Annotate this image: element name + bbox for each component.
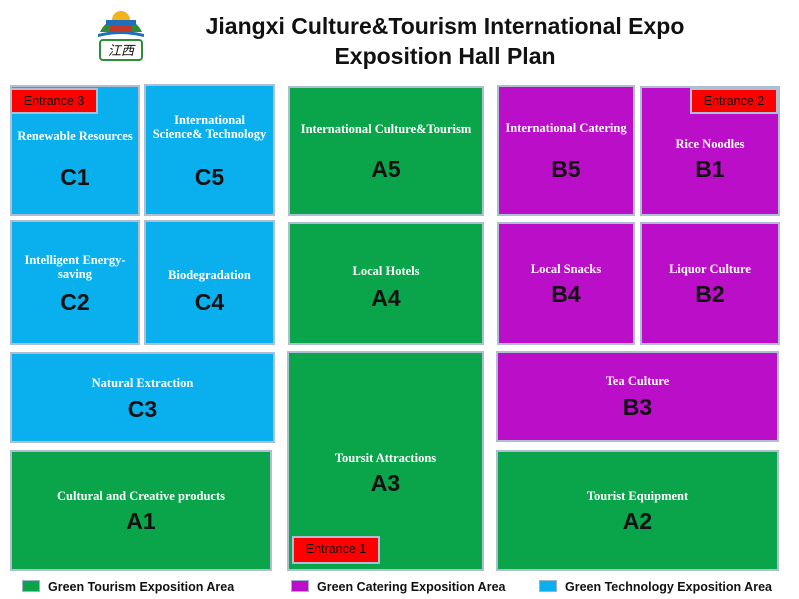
entrance-2[interactable]: Entrance 2 — [690, 88, 778, 114]
zone-code: B3 — [622, 394, 653, 420]
zone-a1[interactable]: Cultural and Creative products A1 — [10, 450, 272, 571]
zone-code: C4 — [194, 289, 225, 315]
zone-code: C1 — [60, 164, 90, 190]
zone-name: Local Snacks — [530, 262, 602, 276]
zone-name: Tourist Equipment — [586, 489, 689, 503]
zone-c5[interactable]: International Science& Technology C5 — [144, 84, 275, 216]
zone-c3[interactable]: Natural Extraction C3 — [10, 352, 275, 443]
zone-code: C3 — [127, 396, 158, 422]
zone-a3[interactable]: Toursit Attractions A3 — [287, 351, 484, 571]
zone-name: International Science& Technology — [152, 113, 267, 141]
zone-b2[interactable]: Liquor Culture B2 — [640, 222, 780, 345]
zone-code: C2 — [60, 289, 90, 315]
legend-swatch-technology — [539, 580, 557, 592]
zone-name: Rice Noodles — [675, 137, 745, 151]
zone-name: Cultural and Creative products — [57, 489, 225, 503]
legend-label-catering: Green Catering Exposition Area — [317, 580, 506, 594]
legend-technology: Green Technology Exposition Area — [539, 578, 789, 596]
zone-code: B2 — [695, 281, 725, 307]
zone-b3[interactable]: Tea Culture B3 — [496, 351, 779, 442]
zone-a5[interactable]: International Culture&Tourism A5 — [288, 86, 484, 216]
zone-code: A2 — [622, 508, 653, 534]
zone-name: Toursit Attractions — [334, 451, 437, 465]
zone-code: B1 — [695, 156, 725, 182]
legend-label-tourism: Green Tourism Exposition Area — [48, 580, 235, 594]
page-subtitle: Exposition Hall Plan — [334, 43, 556, 69]
zone-name: Tea Culture — [605, 374, 670, 388]
zone-code: A5 — [371, 156, 401, 182]
zone-code: A3 — [370, 470, 401, 496]
zone-name: Natural Extraction — [91, 376, 194, 390]
legend-label-technology: Green Technology Exposition Area — [565, 580, 772, 594]
zone-b5[interactable]: International Catering B5 — [497, 85, 635, 216]
zone-name: International Catering — [505, 121, 627, 135]
zone-name: Renewable Resources — [17, 129, 133, 143]
zone-name: Biodegradation — [168, 268, 251, 282]
zone-code: A1 — [126, 508, 156, 534]
zone-name: Intelligent Energy-saving — [24, 253, 126, 281]
zone-name: Local Hotels — [352, 264, 420, 278]
svg-text:江西: 江西 — [108, 44, 136, 59]
entrance-3[interactable]: Entrance 3 — [10, 88, 98, 114]
legend-tourism: Green Tourism Exposition Area — [22, 578, 272, 596]
zone-code: B5 — [551, 156, 581, 182]
zone-name: International Culture&Tourism — [300, 122, 472, 136]
expo-logo: 江西 — [94, 6, 148, 62]
zone-a4[interactable]: Local Hotels A4 — [288, 222, 484, 345]
page-title: Jiangxi Culture&Tourism International Ex… — [205, 13, 685, 39]
legend-swatch-tourism — [22, 580, 40, 592]
zone-name: Liquor Culture — [669, 262, 751, 276]
zone-c2[interactable]: Intelligent Energy-saving C2 — [10, 220, 140, 345]
zone-code: B4 — [551, 281, 581, 307]
zone-c4[interactable]: Biodegradation C4 — [144, 220, 275, 345]
zone-code: A4 — [371, 285, 401, 311]
jiangxi-logo-icon: 江西 — [98, 11, 144, 61]
legend-catering: Green Catering Exposition Area — [291, 578, 531, 596]
zone-b4[interactable]: Local Snacks B4 — [497, 222, 635, 345]
legend-swatch-catering — [291, 580, 309, 592]
zone-a2[interactable]: Tourist Equipment A2 — [496, 450, 779, 571]
entrance-1[interactable]: Entrance 1 — [292, 536, 380, 564]
zone-code: C5 — [194, 164, 225, 190]
